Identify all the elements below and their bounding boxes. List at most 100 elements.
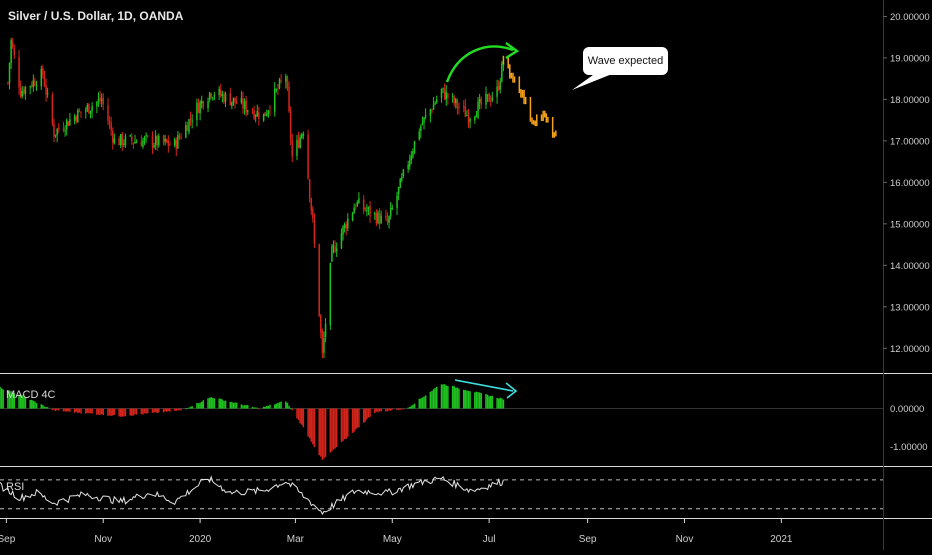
candle-up — [21, 91, 23, 97]
forecast-candle — [523, 89, 525, 105]
macd-bar — [342, 408, 344, 441]
candle-down — [489, 100, 492, 102]
forecast-candle — [507, 55, 509, 69]
candle-down — [345, 224, 347, 229]
macd-bar — [286, 402, 289, 409]
forecast-candle — [551, 116, 554, 138]
candle-up — [24, 86, 27, 95]
macd-bar — [118, 408, 120, 417]
macd-bar — [407, 407, 409, 409]
candle-up — [469, 119, 471, 122]
forecast-candle — [513, 76, 516, 83]
candle-up — [388, 216, 390, 223]
candle-down — [31, 84, 33, 87]
macd-bar — [267, 405, 270, 409]
macd-bar — [13, 393, 16, 409]
candle-down — [462, 106, 465, 108]
macd-bar — [221, 399, 224, 409]
price-candles-layer — [7, 37, 505, 359]
candle-up — [300, 134, 303, 139]
candle-down — [62, 128, 65, 131]
rsi-pane-label: RSI — [6, 481, 25, 493]
candle-down — [334, 246, 336, 253]
candle-up — [342, 226, 344, 235]
macd-bar — [64, 408, 66, 412]
macd-bar — [67, 408, 70, 412]
candle-up — [35, 85, 38, 87]
candle-down — [11, 41, 14, 48]
macd-bar — [269, 404, 271, 409]
macd-bar — [32, 400, 35, 409]
forecast-candle — [509, 64, 511, 79]
candle-up — [77, 109, 79, 123]
macd-bar — [29, 399, 31, 409]
candle-up — [231, 101, 233, 106]
candle-up — [240, 98, 243, 103]
macd-bar — [231, 401, 233, 409]
macd-bar — [89, 408, 92, 414]
candle-up — [224, 93, 227, 102]
candle-down — [162, 135, 165, 143]
candle-down — [369, 205, 371, 216]
macd-bar — [169, 408, 171, 412]
candle-up — [432, 104, 435, 110]
candle-up — [273, 88, 276, 112]
forecast-candle — [555, 130, 557, 137]
macd-bar — [43, 406, 46, 409]
macd-bar — [135, 408, 138, 415]
macd-bar — [134, 408, 136, 415]
chart-title: Silver / U.S. Dollar, 1D, OANDA — [8, 9, 184, 23]
macd-bar — [418, 398, 421, 409]
candle-down — [264, 112, 266, 117]
macd-bar — [40, 404, 43, 409]
x-tick-label: 2020 — [189, 534, 212, 545]
macd-divergence-arrow-head-icon — [505, 382, 518, 399]
macd-bar — [112, 408, 114, 416]
macd-bar — [329, 408, 332, 453]
macd-bar — [8, 390, 11, 409]
macd-bar — [356, 408, 359, 428]
macd-bar — [131, 408, 133, 416]
candle-up — [119, 134, 122, 146]
macd-bar — [251, 406, 254, 409]
candle-down — [277, 88, 279, 90]
axes-layer: Sep Nov 2020 Mar May Jul Sep Nov 2021 20.00000 19.… — [0, 12, 930, 545]
macd-bar — [19, 395, 22, 409]
macd-bar — [197, 403, 200, 409]
macd-bar — [420, 398, 422, 409]
candle-down — [219, 89, 222, 96]
macd-bar — [378, 408, 381, 412]
candle-down — [458, 106, 460, 108]
candle-up — [254, 115, 257, 117]
candle-up — [275, 89, 278, 91]
macd-bar — [399, 408, 401, 410]
macd-bar — [434, 388, 436, 409]
candle-up — [502, 63, 505, 66]
candle-down — [385, 215, 387, 218]
macd-bar — [240, 404, 243, 409]
forecast-candle — [520, 88, 522, 98]
macd-bar — [108, 408, 111, 416]
macd-bar — [413, 403, 416, 409]
candle-up — [440, 89, 443, 98]
candle-down — [169, 144, 171, 146]
macd-bar — [285, 401, 287, 409]
x-tick-label: Mar — [287, 534, 305, 545]
macd-bar — [410, 405, 413, 409]
macd-bar — [0, 388, 3, 409]
candle-up — [429, 109, 432, 117]
candle-down — [156, 135, 158, 146]
candle-up — [421, 123, 424, 125]
macd-bar — [10, 391, 12, 409]
y-tick-label: 14.00000 — [890, 261, 930, 272]
macd-bar — [321, 408, 324, 460]
macd-bar — [245, 405, 247, 409]
candle-up — [64, 130, 66, 132]
candle-up — [46, 93, 49, 95]
candle-down — [235, 101, 238, 104]
candle-up — [123, 143, 125, 145]
macd-bar — [369, 408, 371, 417]
forecast-candle — [545, 113, 548, 123]
